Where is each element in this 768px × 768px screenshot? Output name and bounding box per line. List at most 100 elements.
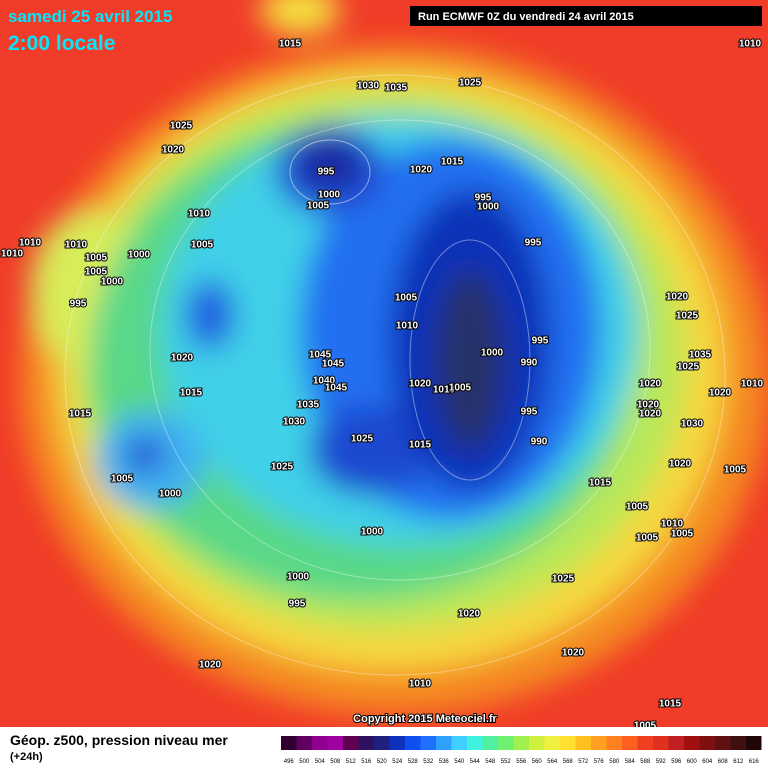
field-blob (260, 0, 340, 35)
pressure-label: 995 (70, 299, 87, 310)
pressure-label: 1020 (709, 388, 732, 399)
pressure-label: 1020 (562, 648, 585, 659)
color-field (20, 0, 768, 715)
scale-swatch (482, 736, 498, 750)
pressure-label: 1045 (309, 350, 332, 361)
scale-label: 612 (733, 759, 744, 765)
scale-swatch (281, 736, 297, 750)
color-scale: 496 500 504 508 512 516 520 524 528 532 536 540 544 5… (281, 736, 762, 765)
pressure-label: 1005 (626, 502, 649, 513)
scale-label: 512 (346, 759, 357, 765)
pressure-label: 1020 (639, 409, 662, 420)
pressure-label: 1010 (65, 240, 88, 251)
scale-label: 496 (284, 759, 295, 765)
scale-label: 548 (485, 759, 496, 765)
copyright: Copyright 2015 Meteociel.fr (353, 713, 497, 725)
scale-label: 552 (501, 759, 512, 765)
pressure-label: 1025 (676, 311, 699, 322)
pressure-label: 1015 (659, 699, 682, 710)
scale-label: 588 (640, 759, 651, 765)
scale-label: 568 (563, 759, 574, 765)
scale-label: 616 (749, 759, 760, 765)
pressure-label: 1015 (180, 388, 203, 399)
pressure-label: 1025 (459, 78, 482, 89)
pressure-label: 1000 (287, 572, 310, 583)
scale-swatch (560, 736, 576, 750)
pressure-label: 1010 (396, 321, 419, 332)
pressure-label: 1030 (283, 417, 306, 428)
pressure-label: 1010 (739, 39, 762, 50)
scale-swatch (327, 736, 343, 750)
scale-label: 540 (454, 759, 465, 765)
pressure-label: 1020 (199, 660, 222, 671)
scale-swatch (637, 736, 653, 750)
scale-label: 564 (547, 759, 558, 765)
pressure-label: 990 (531, 437, 548, 448)
scale-label: 592 (656, 759, 667, 765)
pressure-label: 1045 (322, 359, 345, 370)
scale-swatch (420, 736, 436, 750)
scale-label: 544 (470, 759, 481, 765)
field-blob (435, 270, 505, 450)
pressure-label: 1020 (666, 292, 689, 303)
pressure-label: 1025 (552, 574, 575, 585)
scale-swatch (715, 736, 731, 750)
run-box (410, 6, 762, 26)
pressure-label: 1020 (162, 145, 185, 156)
pressure-label: 1010 (433, 385, 456, 396)
scale-swatch (684, 736, 700, 750)
product-title: Géop. z500, pression niveau mer (10, 732, 228, 748)
pressure-label: 1015 (409, 440, 432, 451)
scale-swatch (374, 736, 390, 750)
pressure-label: 1005 (636, 533, 659, 544)
scale-label: 560 (532, 759, 543, 765)
scale-label: 508 (330, 759, 341, 765)
isoline (409, 239, 531, 481)
pressure-label: 1005 (85, 267, 108, 278)
pressure-label: 1030 (681, 419, 704, 430)
scale-label: 600 (687, 759, 698, 765)
pressure-label: 995 (318, 167, 335, 178)
field (0, 0, 768, 727)
pressure-label: 1010 (409, 679, 432, 690)
scale-label: 596 (671, 759, 682, 765)
scale-swatch (529, 736, 545, 750)
scale-swatch (467, 736, 483, 750)
pressure-label: 1000 (128, 250, 151, 261)
pressure-label: 1030 (357, 81, 380, 92)
scale-swatch (358, 736, 374, 750)
scale-swatch (498, 736, 514, 750)
scale-label: 504 (315, 759, 326, 765)
pressure-label: 1000 (477, 202, 500, 213)
pressure-label: 1015 (69, 409, 92, 420)
pressure-label: 1010 (741, 379, 764, 390)
pressure-label: 990 (521, 358, 538, 369)
pressure-label: 1035 (297, 400, 320, 411)
scale-label: 500 (299, 759, 310, 765)
pressure-label: 995 (525, 238, 542, 249)
pressure-label: 1010 (661, 519, 684, 530)
pressure-label: 1020 (458, 609, 481, 620)
pressure-label: 1005 (85, 253, 108, 264)
pressure-label: 1015 (441, 157, 464, 168)
time-title: 2:00 locale (8, 32, 115, 55)
scale-swatch (575, 736, 591, 750)
pressure-label: 1015 (279, 39, 302, 50)
scale-label: 604 (702, 759, 713, 765)
scale-swatch (513, 736, 529, 750)
pressure-label: 1020 (637, 400, 660, 411)
scale-swatch (730, 736, 746, 750)
pressure-label: 1020 (639, 379, 662, 390)
isoline (64, 74, 726, 676)
scale-swatch (699, 736, 715, 750)
scale-swatch (389, 736, 405, 750)
pressure-label: 1035 (689, 350, 712, 361)
field-blob (125, 437, 165, 473)
field-blob (310, 405, 430, 495)
pressure-label: 1000 (361, 527, 384, 538)
pressure-label: 1025 (170, 121, 193, 132)
pressure-label: 1035 (385, 83, 408, 94)
lead-time: (+24h) (10, 751, 43, 763)
scale-label: 584 (625, 759, 636, 765)
